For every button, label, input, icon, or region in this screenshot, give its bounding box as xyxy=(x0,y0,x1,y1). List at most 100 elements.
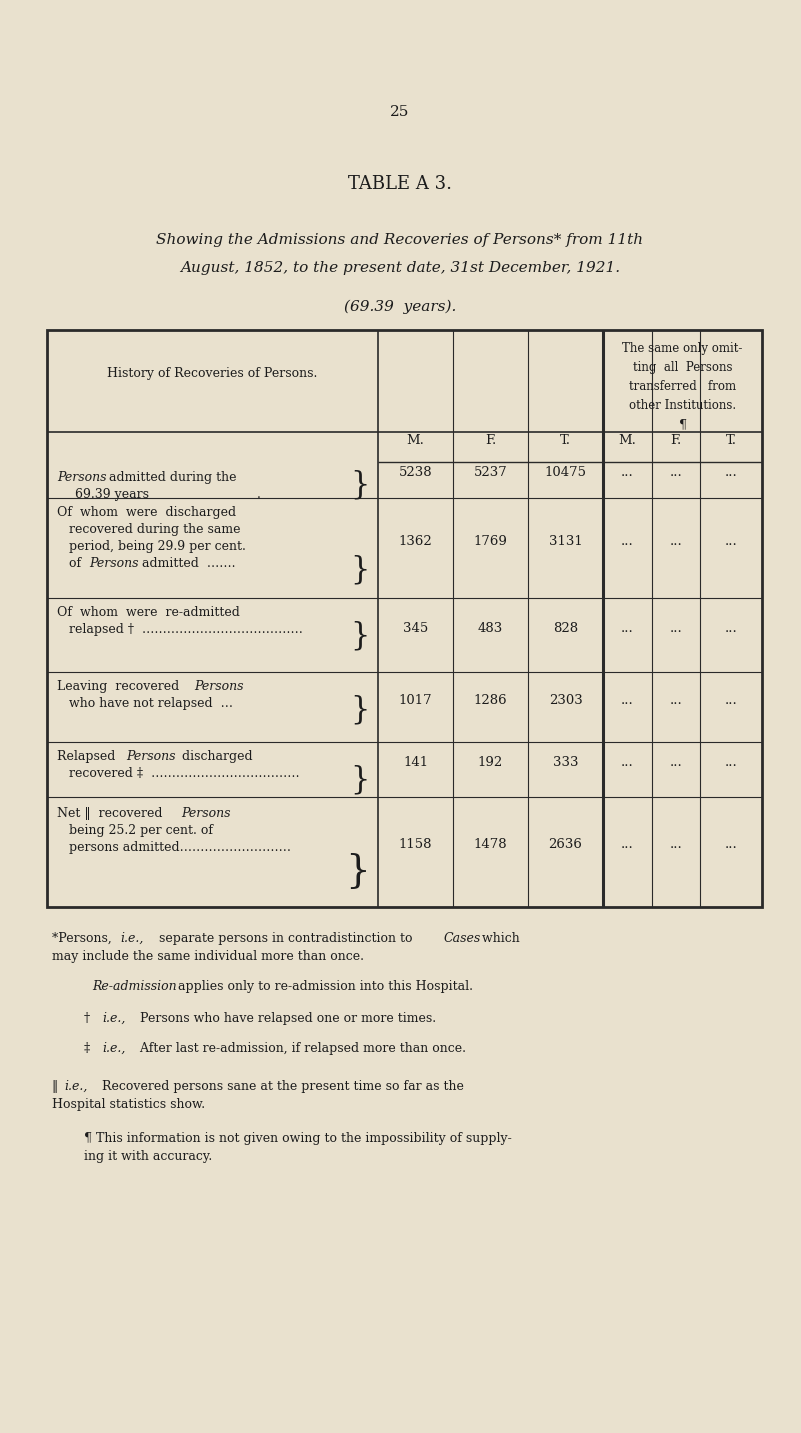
Text: †: † xyxy=(84,1012,95,1025)
Text: Recovered persons sane at the present time so far as the: Recovered persons sane at the present ti… xyxy=(99,1080,465,1093)
Text: Of  whom  were  re-admitted: Of whom were re-admitted xyxy=(57,606,239,619)
Text: After last re-admission, if relapsed more than once.: After last re-admission, if relapsed mor… xyxy=(136,1042,466,1055)
Bar xyxy=(47,330,762,907)
Text: Leaving  recovered: Leaving recovered xyxy=(57,681,187,694)
Text: T.: T. xyxy=(560,434,571,447)
Text: 333: 333 xyxy=(553,757,578,770)
Text: ...: ... xyxy=(725,622,738,635)
Text: ¶: ¶ xyxy=(678,418,686,431)
Text: }: } xyxy=(345,853,370,890)
Text: 345: 345 xyxy=(403,622,428,635)
Text: M.: M. xyxy=(618,434,637,447)
Text: 1478: 1478 xyxy=(473,838,507,851)
Text: 5237: 5237 xyxy=(473,467,507,480)
Text: separate persons in contradistinction to: separate persons in contradistinction to xyxy=(155,931,417,944)
Text: 10475: 10475 xyxy=(545,467,586,480)
Text: F.: F. xyxy=(485,434,496,447)
Text: recovered during the same: recovered during the same xyxy=(69,523,240,536)
Text: *Persons,: *Persons, xyxy=(52,931,116,944)
Text: being 25.2 per cent. of: being 25.2 per cent. of xyxy=(69,824,213,837)
Text: Persons: Persons xyxy=(181,807,230,820)
Text: other Institutions.: other Institutions. xyxy=(629,398,736,413)
Text: Persons: Persons xyxy=(57,471,107,484)
Text: discharged: discharged xyxy=(174,749,252,762)
Text: 828: 828 xyxy=(553,622,578,635)
Text: 3131: 3131 xyxy=(549,535,582,547)
Text: ing it with accuracy.: ing it with accuracy. xyxy=(84,1151,212,1164)
Text: August, 1852, to the present date, 31st December, 1921.: August, 1852, to the present date, 31st … xyxy=(180,261,620,275)
Text: 1017: 1017 xyxy=(399,694,433,706)
Text: 483: 483 xyxy=(478,622,503,635)
Text: period, being 29.9 per cent.: period, being 29.9 per cent. xyxy=(69,540,246,553)
Text: Of  whom  were  discharged: Of whom were discharged xyxy=(57,506,236,519)
Text: ...: ... xyxy=(725,535,738,547)
Text: M.: M. xyxy=(407,434,425,447)
Text: 25: 25 xyxy=(390,105,409,119)
Text: 1362: 1362 xyxy=(399,535,433,547)
Text: Hospital statistics show.: Hospital statistics show. xyxy=(52,1098,205,1111)
Text: ...: ... xyxy=(670,694,682,706)
Text: Cases: Cases xyxy=(444,931,481,944)
Text: ...: ... xyxy=(670,622,682,635)
Text: i.e.,: i.e., xyxy=(121,931,144,944)
Text: ‡: ‡ xyxy=(84,1042,95,1055)
Text: 192: 192 xyxy=(478,757,503,770)
Text: who have not relapsed  …: who have not relapsed … xyxy=(69,696,233,709)
Text: ...: ... xyxy=(621,757,634,770)
Text: (69.39  years).: (69.39 years). xyxy=(344,299,457,314)
Text: 141: 141 xyxy=(403,757,428,770)
Text: applies only to re-admission into this Hospital.: applies only to re-admission into this H… xyxy=(175,980,473,993)
Text: 2303: 2303 xyxy=(549,694,582,706)
Text: The same only omit-: The same only omit- xyxy=(622,342,743,355)
Text: Persons who have relapsed one or more times.: Persons who have relapsed one or more ti… xyxy=(136,1012,437,1025)
Text: ...: ... xyxy=(725,467,738,480)
Text: Re-admission: Re-admission xyxy=(92,980,177,993)
Text: relapsed †  …………………………………: relapsed † ………………………………… xyxy=(69,623,303,636)
Text: ...: ... xyxy=(725,757,738,770)
Text: Persons: Persons xyxy=(126,749,175,762)
Text: T.: T. xyxy=(726,434,736,447)
Text: 2636: 2636 xyxy=(549,838,582,851)
Text: TABLE A 3.: TABLE A 3. xyxy=(348,175,452,193)
Text: which: which xyxy=(478,931,520,944)
Text: ...: ... xyxy=(621,622,634,635)
Text: F.: F. xyxy=(670,434,682,447)
Text: ...: ... xyxy=(670,535,682,547)
Text: Relapsed: Relapsed xyxy=(57,749,123,762)
Text: Showing the Admissions and Recoveries of Persons* from 11th: Showing the Admissions and Recoveries of… xyxy=(156,234,643,246)
Text: Net ‖  recovered: Net ‖ recovered xyxy=(57,807,171,820)
Text: Persons: Persons xyxy=(90,557,139,570)
Text: }: } xyxy=(351,469,370,500)
Text: ‖: ‖ xyxy=(52,1080,62,1093)
Text: i.e.,: i.e., xyxy=(102,1042,126,1055)
Text: persons admitted………………………: persons admitted……………………… xyxy=(69,841,291,854)
Text: Persons: Persons xyxy=(195,681,244,694)
Text: ¶ This information is not given owing to the impossibility of supply-: ¶ This information is not given owing to… xyxy=(84,1132,512,1145)
Text: ...: ... xyxy=(670,467,682,480)
Text: transferred   from: transferred from xyxy=(629,380,736,393)
Text: i.e.,: i.e., xyxy=(64,1080,87,1093)
Text: ...: ... xyxy=(725,694,738,706)
Text: recovered ‡  ………………………………: recovered ‡ ……………………………… xyxy=(69,767,300,780)
Text: }: } xyxy=(351,764,370,795)
Text: }: } xyxy=(351,555,370,585)
Text: ting  all  Persons: ting all Persons xyxy=(633,361,732,374)
Text: admitted  …….: admitted ……. xyxy=(138,557,235,570)
Text: ...: ... xyxy=(621,535,634,547)
Text: ...: ... xyxy=(621,467,634,480)
Text: 5238: 5238 xyxy=(399,467,433,480)
Text: }: } xyxy=(351,694,370,725)
Text: 69.39 years                           .: 69.39 years . xyxy=(75,489,261,502)
Text: ...: ... xyxy=(670,838,682,851)
Text: of: of xyxy=(69,557,85,570)
Text: 1158: 1158 xyxy=(399,838,433,851)
Text: 1286: 1286 xyxy=(473,694,507,706)
Text: History of Recoveries of Persons.: History of Recoveries of Persons. xyxy=(107,367,318,380)
Text: admitted during the: admitted during the xyxy=(105,471,236,484)
Text: may include the same individual more than once.: may include the same individual more tha… xyxy=(52,950,364,963)
Text: i.e.,: i.e., xyxy=(102,1012,126,1025)
Text: ...: ... xyxy=(670,757,682,770)
Text: ...: ... xyxy=(621,694,634,706)
Text: ...: ... xyxy=(621,838,634,851)
Text: 1769: 1769 xyxy=(473,535,508,547)
